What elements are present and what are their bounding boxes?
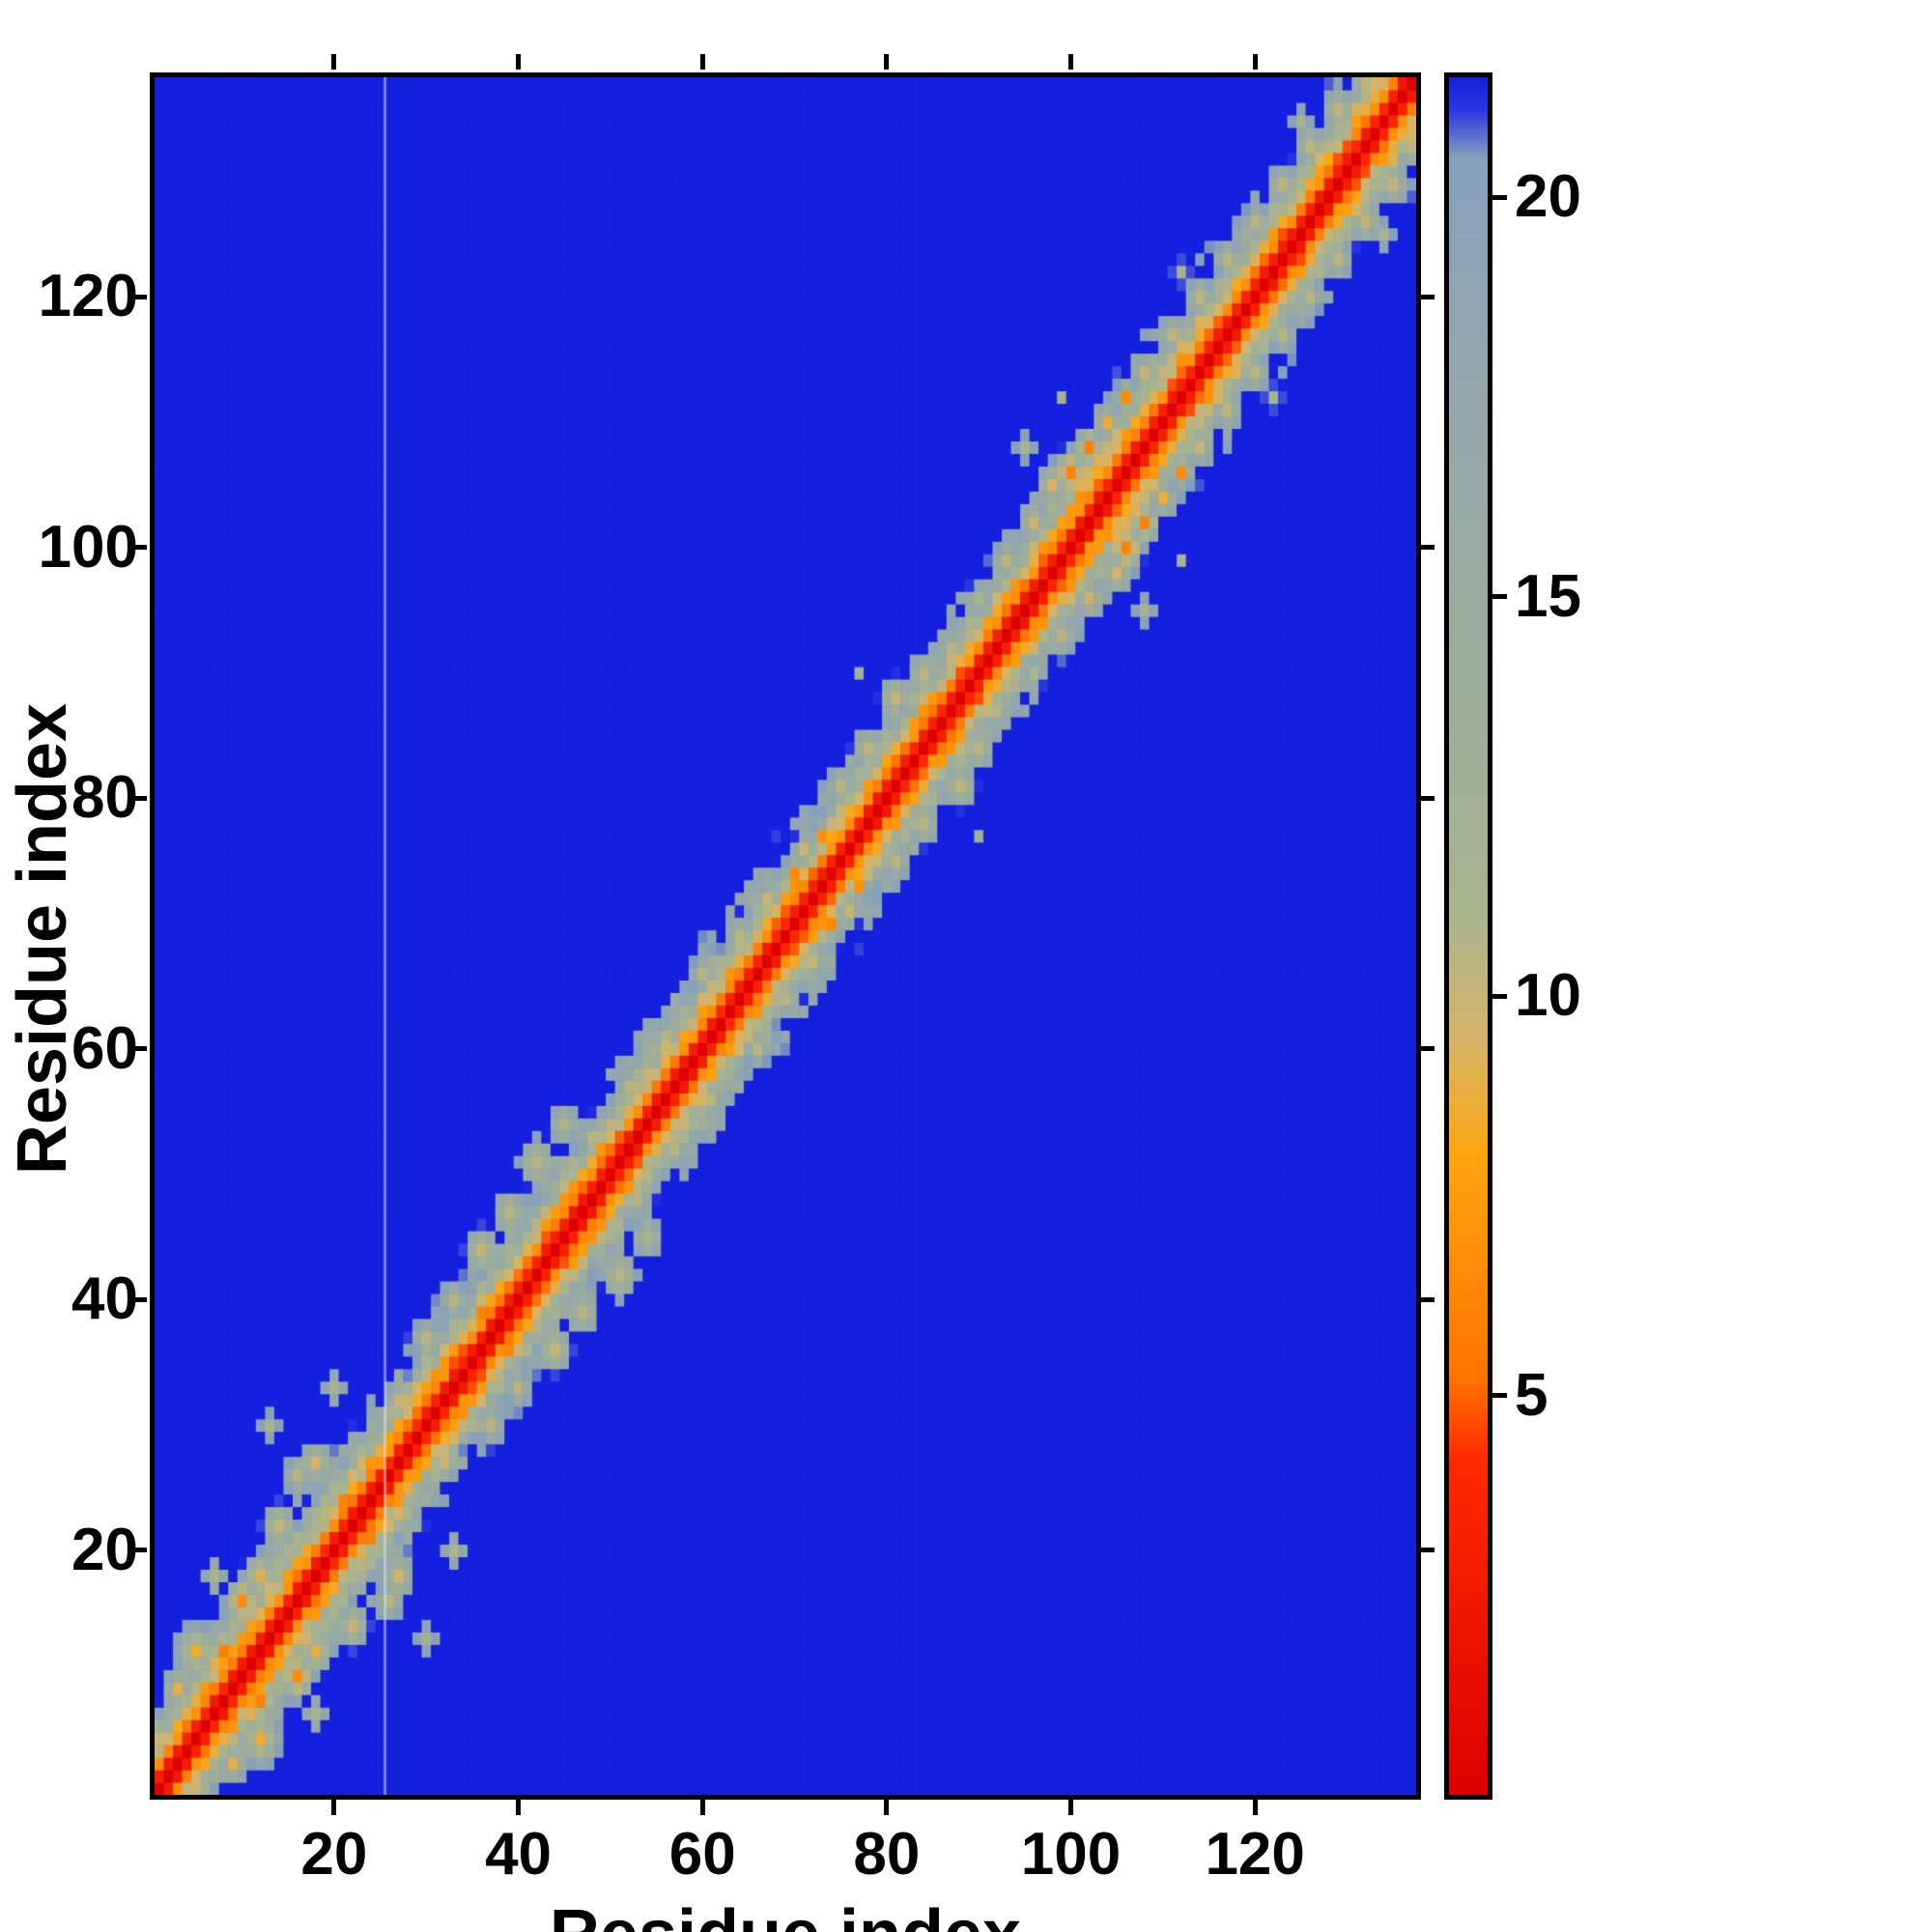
- y-tick-mark-right: [1419, 1296, 1435, 1302]
- x-tick-label: 120: [1205, 1821, 1305, 1888]
- y-tick-mark: [131, 545, 147, 551]
- y-tick-mark-right: [1419, 294, 1435, 299]
- x-axis-title: Residue index: [155, 1895, 1416, 1932]
- colorbar-tick-label: 15: [1515, 562, 1581, 630]
- heatmap-canvas: [155, 77, 1416, 1795]
- colorbar-tick-mark: [1492, 194, 1507, 200]
- y-tick-label: 120: [38, 263, 138, 330]
- y-tick-mark-right: [1419, 1046, 1435, 1052]
- colorbar-tick-mark: [1492, 594, 1507, 600]
- x-tick-mark-top: [516, 54, 522, 70]
- y-tick-mark: [131, 1046, 147, 1052]
- x-tick-label: 80: [853, 1821, 921, 1888]
- x-tick-label: 20: [300, 1821, 368, 1888]
- y-tick-mark-right: [1419, 1548, 1435, 1553]
- y-tick-label: 40: [71, 1265, 138, 1333]
- y-tick-label: 80: [71, 764, 138, 832]
- y-tick-mark: [131, 1296, 147, 1302]
- x-tick-mark: [1252, 1800, 1258, 1815]
- colorbar-canvas: [1449, 77, 1488, 1795]
- y-tick-mark-right: [1419, 795, 1435, 801]
- y-tick-mark-right: [1419, 545, 1435, 551]
- y-tick-mark: [131, 1548, 147, 1553]
- x-tick-label: 40: [485, 1821, 553, 1888]
- y-tick-label: 20: [71, 1516, 138, 1583]
- x-tick-mark: [331, 1800, 337, 1815]
- colorbar-tick-mark: [1492, 1393, 1507, 1398]
- x-tick-mark: [516, 1800, 522, 1815]
- y-tick-label: 100: [38, 513, 138, 581]
- x-tick-mark: [699, 1800, 705, 1815]
- colorbar-tick-label: 20: [1515, 163, 1581, 231]
- plot-area: [150, 72, 1421, 1800]
- y-tick-mark: [131, 294, 147, 299]
- x-tick-mark-top: [699, 54, 705, 70]
- x-tick-mark-top: [1068, 54, 1074, 70]
- y-tick-label: 60: [71, 1014, 138, 1082]
- colorbar: [1444, 72, 1492, 1800]
- x-tick-mark-top: [1252, 54, 1258, 70]
- x-tick-mark: [884, 1800, 890, 1815]
- colorbar-tick-label: 5: [1515, 1361, 1548, 1429]
- colorbar-tick-mark: [1492, 993, 1507, 999]
- x-tick-mark-top: [331, 54, 337, 70]
- x-tick-label: 60: [668, 1821, 736, 1888]
- y-tick-mark: [131, 795, 147, 801]
- x-tick-mark-top: [884, 54, 890, 70]
- colorbar-tick-label: 10: [1515, 962, 1581, 1030]
- y-axis-title: Residue index: [4, 702, 81, 1176]
- x-tick-mark: [1068, 1800, 1074, 1815]
- x-tick-label: 100: [1020, 1821, 1122, 1888]
